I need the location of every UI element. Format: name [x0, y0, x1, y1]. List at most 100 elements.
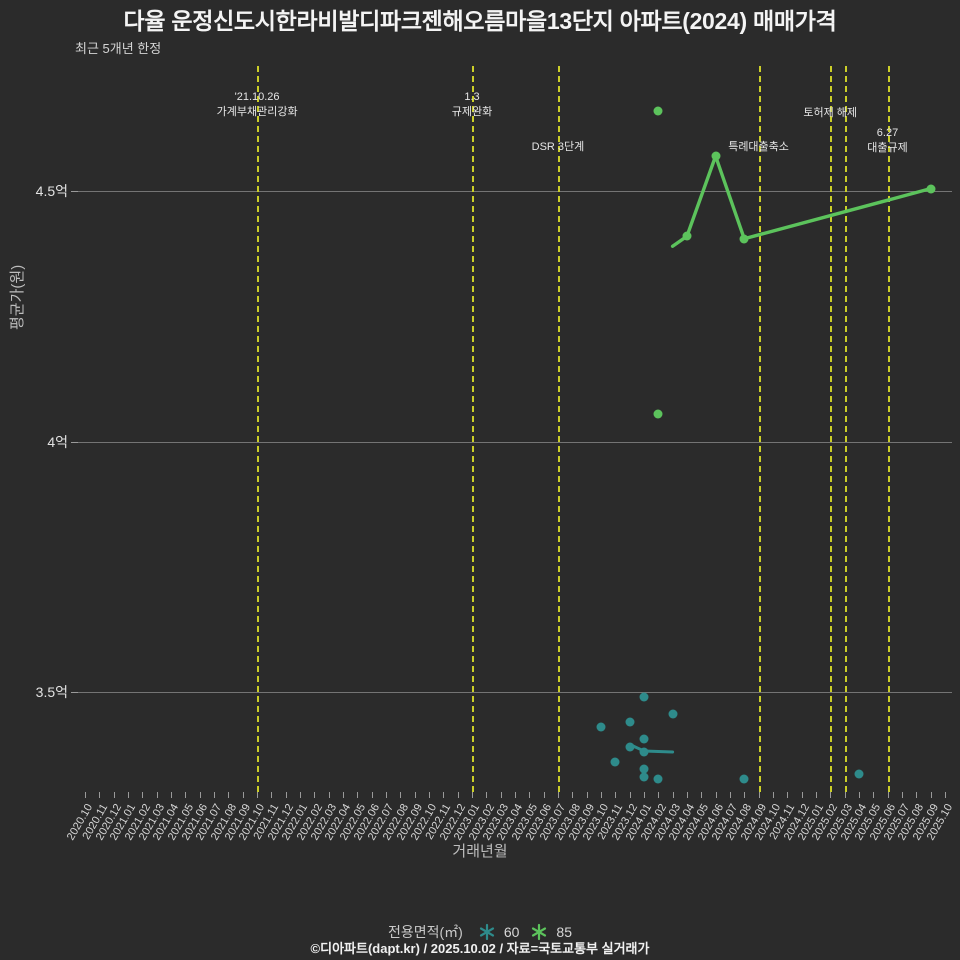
x-tick-mark-59: [930, 792, 932, 798]
x-tick-mark-23: [414, 792, 416, 798]
data-point-60-7[interactable]: [610, 757, 620, 767]
x-tick-mark-31: [529, 792, 531, 798]
data-point-85-0[interactable]: [653, 106, 663, 116]
data-point-60-1[interactable]: [625, 717, 635, 727]
data-point-60-9[interactable]: [639, 772, 649, 782]
x-tick-mark-39: [643, 792, 645, 798]
x-tick-mark-10: [228, 792, 230, 798]
event-label-text: 6.27: [876, 127, 899, 139]
x-tick-mark-60: [944, 792, 946, 798]
x-tick-mark-42: [686, 792, 688, 798]
x-tick-mark-13: [271, 792, 273, 798]
x-tick-mark-56: [887, 792, 889, 798]
event-label-text: '21.10.26: [234, 91, 280, 103]
x-tick-mark-47: [758, 792, 760, 798]
x-tick-mark-6: [171, 792, 173, 798]
event-label-0: '21.10.26 가계부채관리강화: [217, 90, 298, 120]
gridline: [78, 441, 952, 443]
asterisk-icon: [532, 923, 547, 941]
event-label-text: 토허제 해제: [803, 107, 858, 119]
x-tick-mark-33: [557, 792, 559, 798]
gridline: [78, 191, 952, 193]
x-tick-mark-45: [729, 792, 731, 798]
event-label-text: 특례대출축소: [728, 141, 789, 153]
x-tick-mark-36: [600, 792, 602, 798]
x-tick-mark-21: [386, 792, 388, 798]
footer-credit: ©디아파트(dapt.kr) / 2025.10.02 / 자료=국토교통부 실…: [310, 941, 650, 956]
data-point-85-1[interactable]: [682, 231, 692, 241]
x-tick-mark-49: [787, 792, 789, 798]
legend: 전용면적(㎡) 60 85: [0, 922, 960, 942]
event-label-2: 1.3 규제완화: [452, 90, 492, 120]
legend-label-60: 60: [503, 924, 520, 940]
y-tick-mark-0: [71, 191, 78, 193]
x-tick-mark-41: [672, 792, 674, 798]
data-point-60-8[interactable]: [639, 764, 649, 774]
legend-title: 전용면적(㎡): [387, 924, 463, 940]
data-point-85-2[interactable]: [711, 151, 721, 161]
gridline: [78, 691, 952, 693]
data-point-85-4[interactable]: [926, 184, 935, 194]
y-tick-label-2: 3.5억: [35, 683, 68, 700]
event-line-6: [887, 66, 890, 792]
data-point-85-5[interactable]: [653, 409, 663, 419]
legend-item-85[interactable]: 85: [529, 922, 572, 942]
legend-label-85: 85: [556, 924, 572, 940]
event-line-5: [844, 66, 847, 792]
x-tick-mark-44: [715, 792, 717, 798]
x-tick-mark-51: [815, 792, 817, 798]
x-tick-mark-27: [472, 792, 474, 798]
data-point-60-4[interactable]: [639, 734, 649, 744]
event-label-3: 특례대출축소: [728, 140, 789, 155]
asterisk-icon: [479, 923, 494, 941]
data-point-60-10[interactable]: [653, 774, 663, 784]
event-line-0: [257, 66, 260, 792]
x-tick-mark-19: [357, 792, 359, 798]
series-line-60: [628, 742, 675, 754]
x-tick-mark-30: [515, 792, 516, 798]
event-label-4: 토허제 해제: [803, 106, 857, 121]
data-point-60-5[interactable]: [625, 742, 635, 752]
chart-subtitle: 최근 5개년 한정: [75, 41, 162, 56]
x-tick-mark-52: [830, 792, 832, 798]
series-lines-layer: [628, 154, 933, 754]
event-line-2: [472, 66, 475, 792]
x-tick-mark-2: [113, 792, 115, 798]
x-tick-mark-20: [371, 792, 373, 798]
x-tick-mark-35: [586, 792, 588, 798]
x-tick-mark-18: [343, 792, 345, 798]
data-point-60-11[interactable]: [854, 769, 864, 779]
x-tick-mark-7: [185, 792, 187, 798]
series-line-85: [670, 154, 933, 248]
x-tick-mark-37: [615, 792, 617, 798]
data-point-60-2[interactable]: [668, 709, 678, 719]
event-label-text: 1.3: [464, 91, 480, 103]
event-label-6: 6.27 대출규제: [867, 126, 907, 156]
event-label-1: DSR 3단계: [532, 140, 585, 155]
y-tick-label-1: 4억: [47, 433, 68, 450]
x-tick-mark-38: [629, 792, 631, 798]
event-line-4: [830, 66, 833, 792]
data-point-60-0[interactable]: [639, 692, 649, 702]
x-tick-mark-11: [242, 792, 244, 798]
legend-item-60[interactable]: 60: [477, 922, 520, 942]
x-tick-mark-3: [128, 792, 130, 798]
data-point-85-3[interactable]: [739, 234, 749, 244]
data-point-60-3[interactable]: [596, 722, 606, 732]
data-point-60-6[interactable]: [639, 747, 649, 757]
data-point-60-12[interactable]: [739, 774, 749, 784]
y-axis-title: 평균가(원): [9, 264, 26, 330]
x-tick-mark-29: [500, 792, 502, 798]
x-tick-mark-24: [429, 792, 431, 798]
event-label-text: 규제완화: [451, 105, 493, 118]
x-tick-mark-54: [858, 792, 860, 798]
x-tick-mark-58: [916, 792, 918, 798]
x-tick-mark-57: [901, 792, 903, 798]
x-tick-mark-17: [328, 792, 330, 798]
x-tick-mark-28: [486, 792, 488, 798]
x-tick-mark-5: [156, 792, 158, 798]
x-tick-mark-9: [214, 792, 216, 798]
x-tick-mark-8: [199, 792, 201, 798]
x-tick-mark-1: [99, 792, 101, 798]
